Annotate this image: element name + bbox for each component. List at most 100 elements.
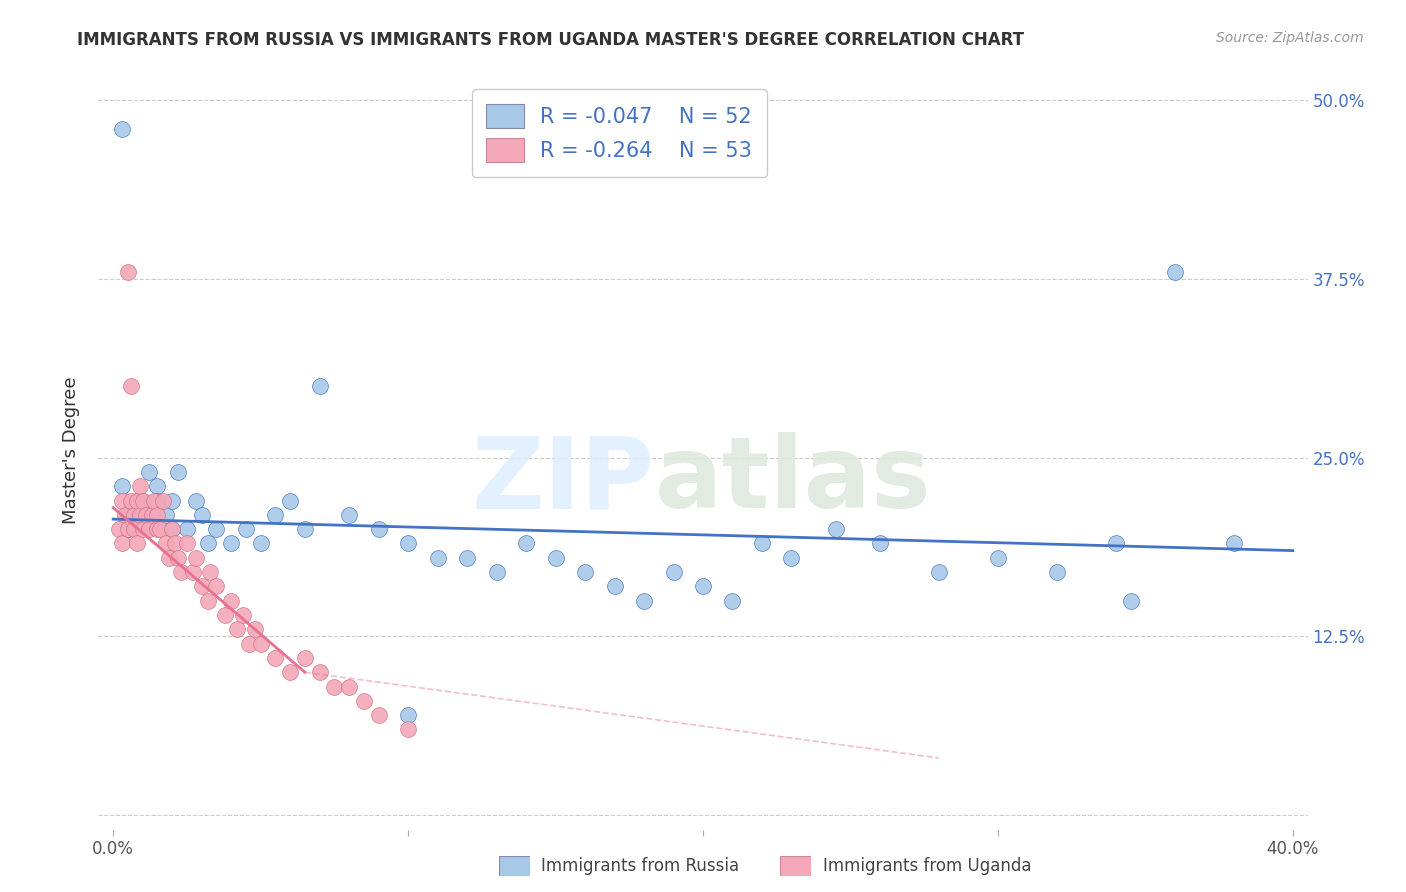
Point [232,607,254,622]
Point [396,536,419,550]
Point [235,522,257,536]
Text: Immigrants from Russia: Immigrants from Russia [541,857,740,875]
Point [396,723,419,737]
Point [108,522,131,536]
Point [155,536,177,550]
Point [278,493,301,508]
Point [125,536,148,550]
Point [125,493,148,508]
Point [308,665,330,680]
Point [353,694,375,708]
Point [249,637,271,651]
Point [131,508,153,522]
Point [278,665,301,680]
Point [176,522,198,536]
Point [122,508,145,522]
Point [219,536,242,550]
Point [238,637,260,651]
Point [122,522,145,536]
Point [544,550,567,565]
Point [323,680,346,694]
Point [205,579,228,593]
Point [190,508,212,522]
Legend: R = -0.047    N = 52, R = -0.264    N = 53: R = -0.047 N = 52, R = -0.264 N = 53 [471,89,766,178]
Point [456,550,478,565]
Point [155,508,177,522]
Point [219,593,242,607]
Point [200,565,222,579]
Point [167,550,190,565]
Point [117,265,139,279]
Point [721,593,744,607]
Point [987,550,1010,565]
Point [1046,565,1069,579]
Point [367,708,389,723]
Point [152,493,174,508]
Point [294,522,316,536]
Point [114,508,136,522]
Point [131,493,153,508]
Point [337,508,360,522]
Point [751,536,773,550]
Point [143,493,166,508]
Point [160,522,183,536]
Point [128,508,150,522]
Point [367,522,389,536]
Point [1223,536,1246,550]
Point [184,550,207,565]
Y-axis label: Master's Degree: Master's Degree [62,376,80,524]
Point [138,465,160,479]
Text: Source: ZipAtlas.com: Source: ZipAtlas.com [1216,31,1364,45]
Point [396,708,419,723]
Point [780,550,803,565]
Point [135,508,157,522]
Point [181,565,204,579]
Text: IMMIGRANTS FROM RUSSIA VS IMMIGRANTS FROM UGANDA MASTER'S DEGREE CORRELATION CHA: IMMIGRANTS FROM RUSSIA VS IMMIGRANTS FRO… [77,31,1025,49]
Point [824,522,846,536]
Point [190,579,212,593]
Point [117,508,139,522]
Point [264,651,287,665]
Point [264,508,287,522]
Point [141,508,163,522]
Point [131,493,153,508]
Point [160,522,183,536]
Point [426,550,449,565]
Point [165,536,187,550]
Point [111,121,134,136]
Point [138,522,160,536]
Point [214,607,236,622]
Point [633,593,655,607]
Point [662,565,685,579]
Point [1105,536,1128,550]
Point [117,522,139,536]
Point [294,651,316,665]
Point [485,565,508,579]
Point [146,508,169,522]
Text: atlas: atlas [655,433,931,529]
Point [120,379,142,393]
Point [146,479,169,493]
Point [197,593,219,607]
Point [308,379,330,393]
Point [243,622,266,636]
Point [117,522,139,536]
Point [128,479,150,493]
Point [226,622,249,636]
Point [337,680,360,694]
Text: Immigrants from Uganda: Immigrants from Uganda [823,857,1031,875]
Text: ZIP: ZIP [472,433,655,529]
Point [131,522,153,536]
Point [125,493,148,508]
Point [149,522,172,536]
Point [111,493,134,508]
Point [1119,593,1142,607]
Point [157,550,180,565]
Point [167,465,190,479]
Point [1164,265,1187,279]
Point [160,493,183,508]
Point [928,565,950,579]
Point [692,579,714,593]
Point [603,579,626,593]
Point [184,493,207,508]
